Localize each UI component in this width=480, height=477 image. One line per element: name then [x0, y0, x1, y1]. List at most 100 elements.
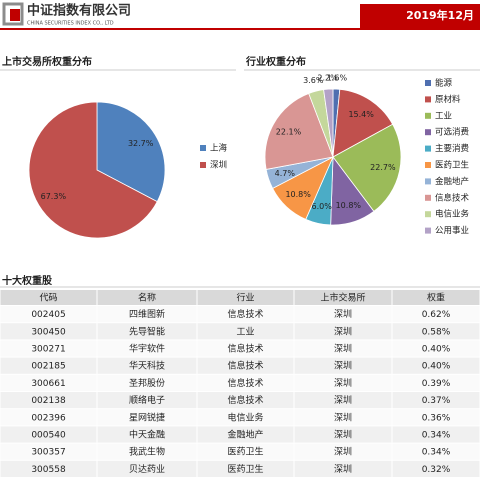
- cell-text: 深圳: [334, 326, 352, 337]
- table-cell: [0, 306, 97, 323]
- cell-text: 先导智能: [129, 325, 165, 337]
- cell-text: 医药卫生: [227, 463, 263, 475]
- cell-text: 深圳: [334, 361, 352, 372]
- column-header: 上市交易所: [320, 292, 365, 304]
- data-label: 67.3%: [41, 192, 67, 201]
- table-cell: [197, 426, 294, 443]
- cell-text: 002185: [31, 362, 65, 372]
- legend-label: 公用事业: [435, 225, 469, 236]
- table-cell: [294, 443, 392, 460]
- pie-slice: [332, 88, 394, 158]
- report-date: 2019年12月: [406, 8, 474, 22]
- table-cell: [97, 340, 197, 357]
- table-cell: [294, 340, 392, 357]
- legend-label: 原材料: [435, 94, 461, 105]
- legend-label: 信息技术: [435, 192, 470, 203]
- cell-text: 0.58%: [422, 327, 451, 337]
- cell-text: 0.32%: [422, 465, 451, 475]
- data-label: 4.7%: [275, 169, 296, 178]
- cell-text: 华天科技: [129, 360, 165, 372]
- header-cell: [294, 290, 392, 305]
- table-cell: [197, 392, 294, 409]
- cell-text: 深圳: [334, 344, 352, 355]
- table-cell: [197, 374, 294, 391]
- cell-text: 深圳: [334, 464, 352, 475]
- cell-text: 星网锐捷: [129, 411, 165, 423]
- cell-text: 深圳: [334, 309, 352, 320]
- cell-text: 002396: [31, 413, 66, 423]
- cell-text: 信息技术: [227, 394, 263, 406]
- cell-text: 医药卫生: [227, 446, 263, 458]
- table-cell: [294, 409, 392, 426]
- cell-text: 000540: [31, 431, 66, 441]
- cell-text: 300558: [31, 465, 66, 475]
- data-label: 6.0%: [312, 202, 333, 211]
- cell-text: 工业: [236, 326, 254, 337]
- column-header: 权重: [427, 292, 445, 304]
- cell-text: 300271: [31, 345, 65, 355]
- legend-swatch: [425, 194, 431, 201]
- cell-text: 我武生物: [129, 446, 165, 458]
- header-cell: [97, 290, 197, 305]
- cell-text: 四维图新: [129, 308, 165, 320]
- data-label: 22.7%: [370, 163, 396, 172]
- legend-swatch: [425, 162, 431, 168]
- data-label: 2.2%: [317, 74, 338, 83]
- cell-text: 002405: [31, 310, 65, 320]
- data-label: 1.6%: [327, 74, 348, 83]
- legend-swatch: [425, 211, 431, 218]
- cell-text: 002138: [31, 396, 66, 406]
- data-label: 10.8%: [336, 201, 362, 210]
- table-cell: [294, 426, 392, 443]
- table-cell: [0, 426, 97, 443]
- table-cell: [294, 323, 392, 340]
- pie-slice: [28, 101, 158, 239]
- table-cell: [392, 374, 480, 391]
- table-title: 十大权重股: [2, 274, 53, 287]
- cell-text: 金融地产: [227, 429, 263, 441]
- legend-label: 可选消费: [435, 127, 470, 138]
- table-cell: [392, 392, 480, 409]
- table-cell: [197, 323, 294, 340]
- table-cell: [392, 357, 480, 374]
- table-cell: [197, 460, 294, 477]
- legend-label: 深圳: [210, 160, 227, 171]
- cell-text: 深圳: [334, 412, 352, 423]
- table-cell: [392, 426, 480, 443]
- table-cell: [392, 306, 480, 323]
- data-label: 15.4%: [348, 110, 374, 119]
- table-cell: [294, 357, 392, 374]
- company-name: 中证指数有限公司: [27, 3, 131, 19]
- legend-swatch: [425, 129, 431, 136]
- cell-text: 深圳: [334, 378, 352, 389]
- cell-text: 深圳: [334, 430, 352, 441]
- table-cell: [392, 323, 480, 340]
- pie-slice: [264, 92, 334, 170]
- legend-label: 医药卫生: [435, 160, 470, 171]
- cell-text: 0.39%: [422, 379, 451, 389]
- table-cell: [197, 443, 294, 460]
- table-cell: [97, 306, 197, 323]
- cell-text: 0.40%: [422, 345, 451, 355]
- cell-text: 顺络电子: [129, 394, 165, 406]
- cell-text: 信息技术: [227, 308, 263, 320]
- cell-text: 0.62%: [422, 310, 451, 320]
- header-rule: [0, 28, 480, 30]
- legend-swatch: [425, 178, 431, 185]
- header-cell: [0, 290, 97, 305]
- column-header: 名称: [138, 292, 156, 304]
- table-cell: [294, 392, 392, 409]
- data-label: 3.6%: [303, 76, 324, 85]
- cell-text: 300450: [31, 327, 66, 337]
- cell-text: 深圳: [334, 447, 352, 458]
- header-cell: [392, 290, 480, 305]
- legend-label: 上海: [210, 143, 228, 154]
- table-cell: [197, 340, 294, 357]
- table-cell: [97, 409, 197, 426]
- table-cell: [0, 323, 97, 340]
- pie-slice: [323, 88, 334, 158]
- table-cell: [197, 357, 294, 374]
- table-cell: [0, 460, 97, 477]
- table-cell: [197, 306, 294, 323]
